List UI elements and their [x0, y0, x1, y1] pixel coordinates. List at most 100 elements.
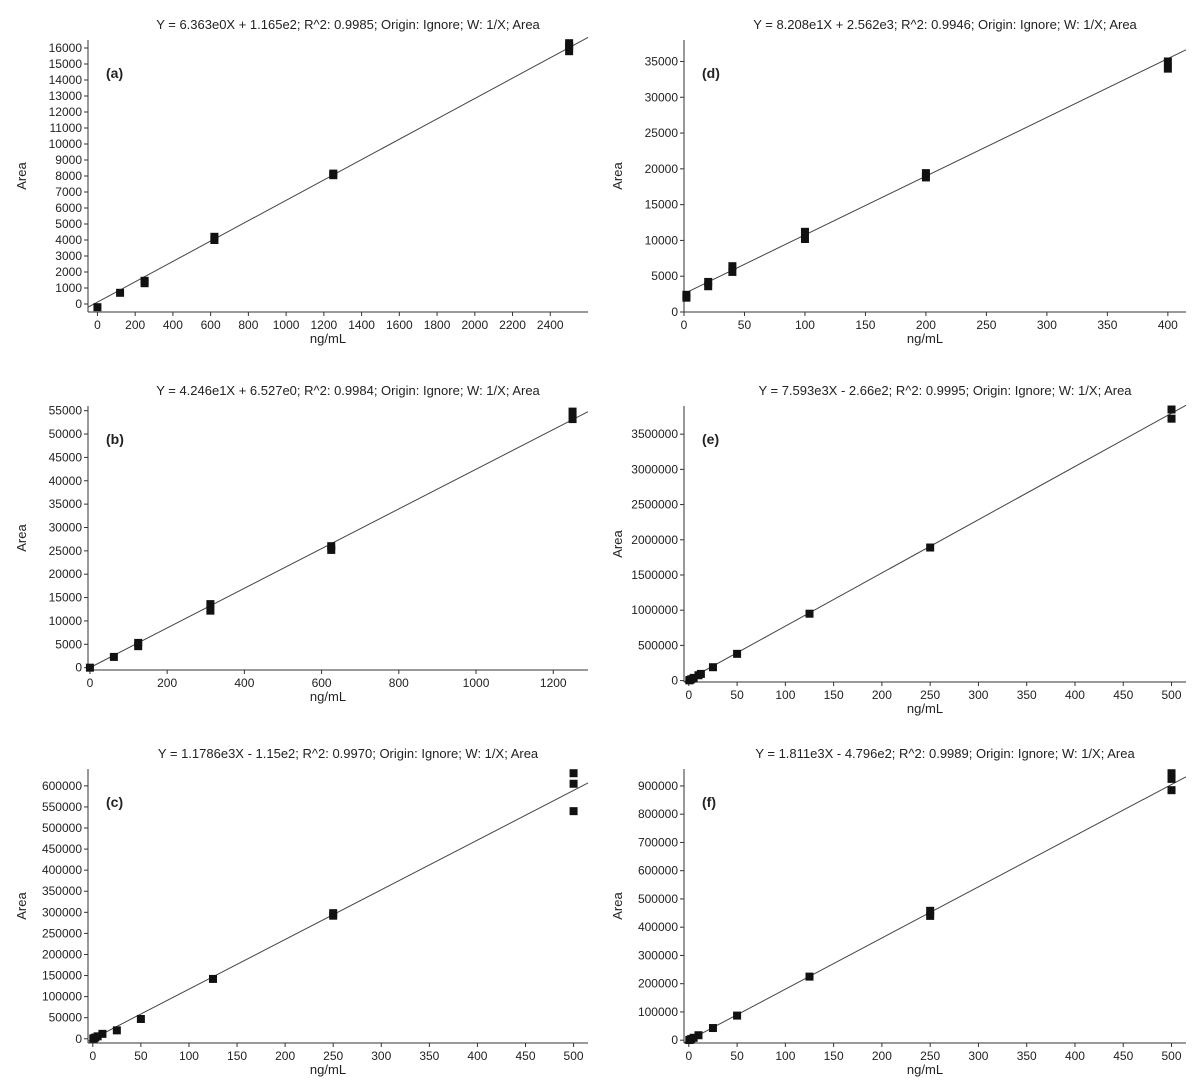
x-tick-label: 450 — [1113, 1049, 1133, 1063]
x-tick-label: 100 — [179, 1049, 199, 1063]
x-axis-title: ng/mL — [907, 331, 943, 346]
x-tick-label: 400 — [1158, 318, 1178, 332]
y-tick-label: 2000 — [55, 265, 82, 279]
x-tick-label: 2200 — [499, 318, 526, 332]
x-tick-label: 0 — [89, 1049, 96, 1063]
y-tick-label: 13000 — [49, 89, 83, 103]
y-tick-label: 9000 — [55, 153, 82, 167]
x-axis-title: ng/mL — [310, 1062, 346, 1077]
chart-title: Y = 4.246e1X + 6.527e0; R^2: 0.9984; Ori… — [156, 383, 540, 398]
chart-panel-d: 0 50 100 150 200 250 300 350 400 0 5000 10000 15000 2… — [610, 17, 1187, 346]
x-tick-label: 350 — [1017, 1049, 1037, 1063]
x-tick-label: 1000 — [273, 318, 300, 332]
data-point — [565, 39, 574, 48]
y-tick-label: 14000 — [49, 73, 83, 87]
fit-line — [87, 782, 589, 1042]
y-tick-label: 12000 — [49, 105, 83, 119]
x-tick-label: 200 — [125, 318, 145, 332]
y-tick-label: 35000 — [49, 497, 83, 511]
x-tick-label: 600 — [312, 676, 332, 690]
y-axis-title: Area — [14, 162, 29, 190]
y-tick-label: 550000 — [42, 800, 82, 814]
y-tick-label: 20000 — [645, 162, 679, 176]
chart-panel-f: 0 50 100 150 200 250 300 350 400 450 500 0 100000 200… — [610, 746, 1187, 1077]
y-tick-label: 10000 — [49, 614, 83, 628]
data-point — [708, 1024, 717, 1033]
y-tick-label: 20000 — [49, 567, 83, 581]
data-point — [728, 267, 737, 276]
y-tick-label: 25000 — [645, 126, 679, 140]
y-tick-label: 50000 — [49, 1011, 83, 1025]
data-point — [1167, 774, 1176, 783]
y-axis-title: Area — [610, 162, 625, 190]
data-point — [1163, 57, 1172, 66]
x-tick-label: 150 — [855, 318, 875, 332]
y-axis-title: Area — [14, 524, 29, 552]
data-point — [568, 407, 577, 416]
y-tick-label: 0 — [671, 1033, 678, 1047]
x-tick-label: 250 — [920, 688, 940, 702]
y-tick-label: 100000 — [638, 1005, 678, 1019]
y-axis-title: Area — [610, 892, 625, 920]
y-tick-label: 50000 — [49, 427, 83, 441]
y-tick-label: 5000 — [55, 637, 82, 651]
data-point — [327, 542, 336, 551]
x-tick-label: 800 — [238, 318, 258, 332]
data-point — [568, 415, 577, 424]
chart-title: Y = 1.1786e3X - 1.15e2; R^2: 0.9970; Ori… — [158, 746, 539, 761]
x-tick-label: 450 — [1113, 688, 1133, 702]
x-tick-label: 100 — [775, 1049, 795, 1063]
data-point — [1167, 405, 1176, 414]
data-point — [1167, 769, 1176, 778]
y-tick-label: 15000 — [49, 591, 83, 605]
y-tick-label: 500000 — [638, 638, 678, 652]
panel-label: (a) — [106, 65, 123, 81]
x-tick-label: 0 — [685, 1049, 692, 1063]
data-point — [800, 227, 809, 236]
x-tick-label: 50 — [134, 1049, 148, 1063]
data-point — [136, 1014, 145, 1023]
x-tick-label: 200 — [872, 688, 892, 702]
data-point — [329, 909, 338, 918]
y-tick-label: 450000 — [42, 842, 82, 856]
chart-panel-b: 0 200 400 600 800 1000 1200 0 5000 10000 15000 2000… — [14, 383, 589, 704]
x-tick-label: 150 — [824, 688, 844, 702]
data-point — [708, 663, 717, 672]
data-point — [206, 600, 215, 609]
y-tick-label: 0 — [671, 674, 678, 688]
x-tick-label: 250 — [920, 1049, 940, 1063]
y-tick-label: 200000 — [638, 977, 678, 991]
data-point — [93, 1032, 102, 1041]
x-tick-label: 1200 — [540, 676, 567, 690]
x-tick-label: 150 — [227, 1049, 247, 1063]
data-point — [98, 1029, 107, 1038]
x-tick-label: 200 — [872, 1049, 892, 1063]
x-tick-label: 300 — [968, 1049, 988, 1063]
fit-line — [87, 411, 589, 670]
y-tick-label: 11000 — [50, 121, 83, 135]
y-tick-label: 4000 — [55, 233, 82, 247]
y-axis-title: Area — [14, 892, 29, 920]
x-tick-label: 350 — [1097, 318, 1117, 332]
data-point — [694, 1031, 703, 1040]
panel-label: (c) — [106, 794, 123, 810]
x-tick-label: 50 — [730, 1049, 744, 1063]
x-tick-label: 0 — [681, 318, 688, 332]
data-point — [805, 972, 814, 981]
y-tick-label: 0 — [671, 305, 678, 319]
chart-title: Y = 8.208e1X + 2.562e3; R^2: 0.9946; Ori… — [753, 17, 1137, 32]
data-point — [689, 673, 698, 682]
data-point — [209, 974, 217, 983]
y-tick-label: 3000000 — [631, 462, 678, 476]
data-point — [1167, 786, 1176, 795]
x-tick-label: 350 — [419, 1049, 439, 1063]
data-point — [1167, 414, 1176, 423]
x-tick-label: 400 — [234, 676, 254, 690]
y-tick-label: 16000 — [49, 41, 83, 55]
panel-label: (d) — [702, 65, 720, 81]
x-tick-label: 150 — [824, 1049, 844, 1063]
y-tick-label: 2000000 — [631, 533, 678, 547]
data-point — [206, 606, 215, 615]
y-tick-label: 150000 — [42, 969, 82, 983]
